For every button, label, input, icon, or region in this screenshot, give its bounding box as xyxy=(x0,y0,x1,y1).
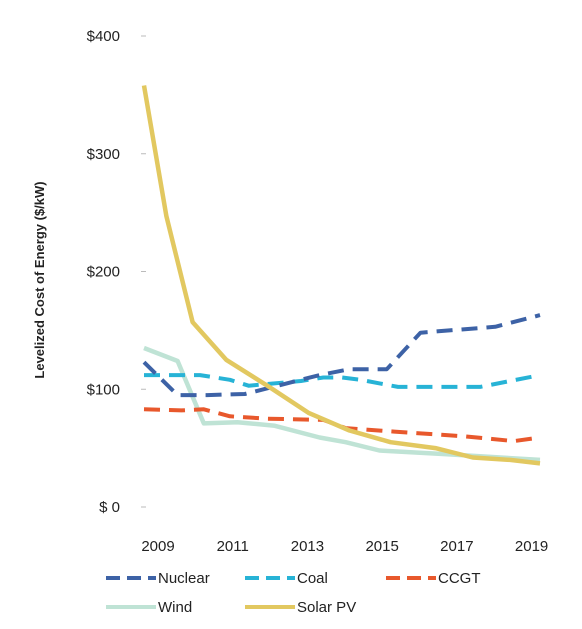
legend-label: Coal xyxy=(297,570,328,587)
legend-item-wind: Wind xyxy=(106,599,192,616)
x-tick-label: 2009 xyxy=(141,538,174,555)
legend-label: Solar PV xyxy=(297,599,356,616)
series-line-coal xyxy=(144,373,541,389)
y-tick-label: $100 xyxy=(87,381,120,398)
y-tick-label: $ 0 xyxy=(99,499,120,516)
legend-label: CCGT xyxy=(438,570,481,587)
x-tick-labels: 2009 2011 2013 2015 2017 2019 xyxy=(141,538,548,555)
x-tick-label: 2019 xyxy=(515,538,548,555)
y-tick-label: $200 xyxy=(87,264,120,281)
x-tick-label: 2015 xyxy=(365,538,398,555)
series-line-solar-pv xyxy=(141,85,541,466)
legend-item-coal: Coal xyxy=(245,570,328,587)
legend-item-nuclear: Nuclear xyxy=(106,570,210,587)
legend-item-ccgt: CCGT xyxy=(386,570,481,587)
legend: Nuclear Coal CCGT Wind Solar PV xyxy=(106,570,481,616)
legend-label: Wind xyxy=(158,599,192,616)
x-tick-label: 2011 xyxy=(217,538,249,555)
x-tick-label: 2017 xyxy=(440,538,473,555)
y-tick-label: $400 xyxy=(87,28,120,45)
x-tick-label: 2013 xyxy=(291,538,324,555)
y-tick-labels: $400 $300 $200 $100 $ 0 xyxy=(87,28,146,516)
series-line-nuclear xyxy=(142,313,541,398)
legend-label: Nuclear xyxy=(158,570,210,587)
series-line-wind xyxy=(143,345,541,463)
y-axis: Levelized Cost of Energy ($/kW) xyxy=(32,181,47,378)
series-lines xyxy=(141,85,541,466)
y-axis-label: Levelized Cost of Energy ($/kW) xyxy=(32,181,47,378)
y-tick-label: $300 xyxy=(87,146,120,163)
legend-item-solar-pv: Solar PV xyxy=(245,599,356,616)
